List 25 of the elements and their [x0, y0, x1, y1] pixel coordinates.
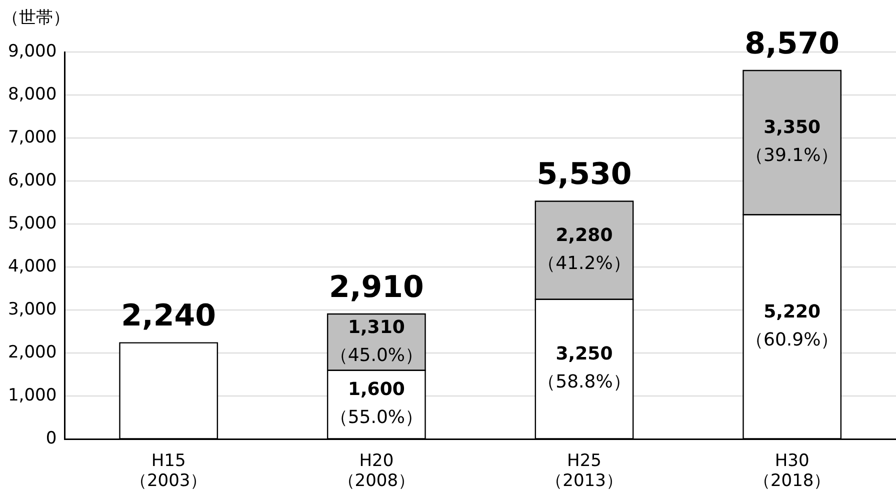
data-label: 5,220 （60.9%）	[745, 301, 839, 350]
x-tick-label: H30 （2018）	[753, 450, 831, 492]
y-tick-label: 5,000	[8, 214, 57, 234]
y-tick-label: 1,000	[8, 386, 57, 406]
data-label: 3,350 （39.1%）	[745, 117, 839, 166]
total-label: 2,910	[328, 270, 424, 305]
total-label: 8,570	[744, 26, 840, 62]
data-label: 1,310 （45.0%）	[330, 316, 424, 366]
y-tick-label: 0	[46, 428, 57, 449]
y-tick-label: 7,000	[8, 127, 57, 148]
total-label: 2,240	[121, 298, 216, 334]
data-label: 3,250 （58.8%）	[538, 344, 631, 393]
y-axis-title: （世帯）	[2, 8, 70, 28]
data-label: 2,280 （41.2%）	[538, 225, 631, 274]
y-tick-label: 9,000	[8, 41, 57, 62]
x-tick-label: H25 （2013）	[546, 450, 623, 492]
y-tick-label: 8,000	[8, 84, 57, 104]
x-tick-label: H15 （2003）	[130, 450, 208, 492]
y-tick-label: 4,000	[8, 256, 57, 277]
data-label: 1,600 （55.0%）	[330, 379, 424, 428]
y-tick-label: 6,000	[8, 170, 57, 190]
total-label: 5,530	[536, 157, 632, 192]
x-tick-label: H20 （2008）	[338, 450, 416, 492]
y-tick-label: 2,000	[8, 342, 57, 363]
y-tick-label: 3,000	[8, 300, 57, 320]
